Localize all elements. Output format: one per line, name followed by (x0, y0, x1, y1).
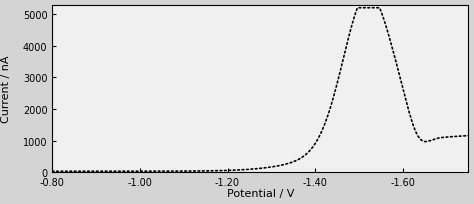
X-axis label: Potential / V: Potential / V (227, 188, 294, 198)
Y-axis label: Current / nA: Current / nA (0, 55, 11, 123)
